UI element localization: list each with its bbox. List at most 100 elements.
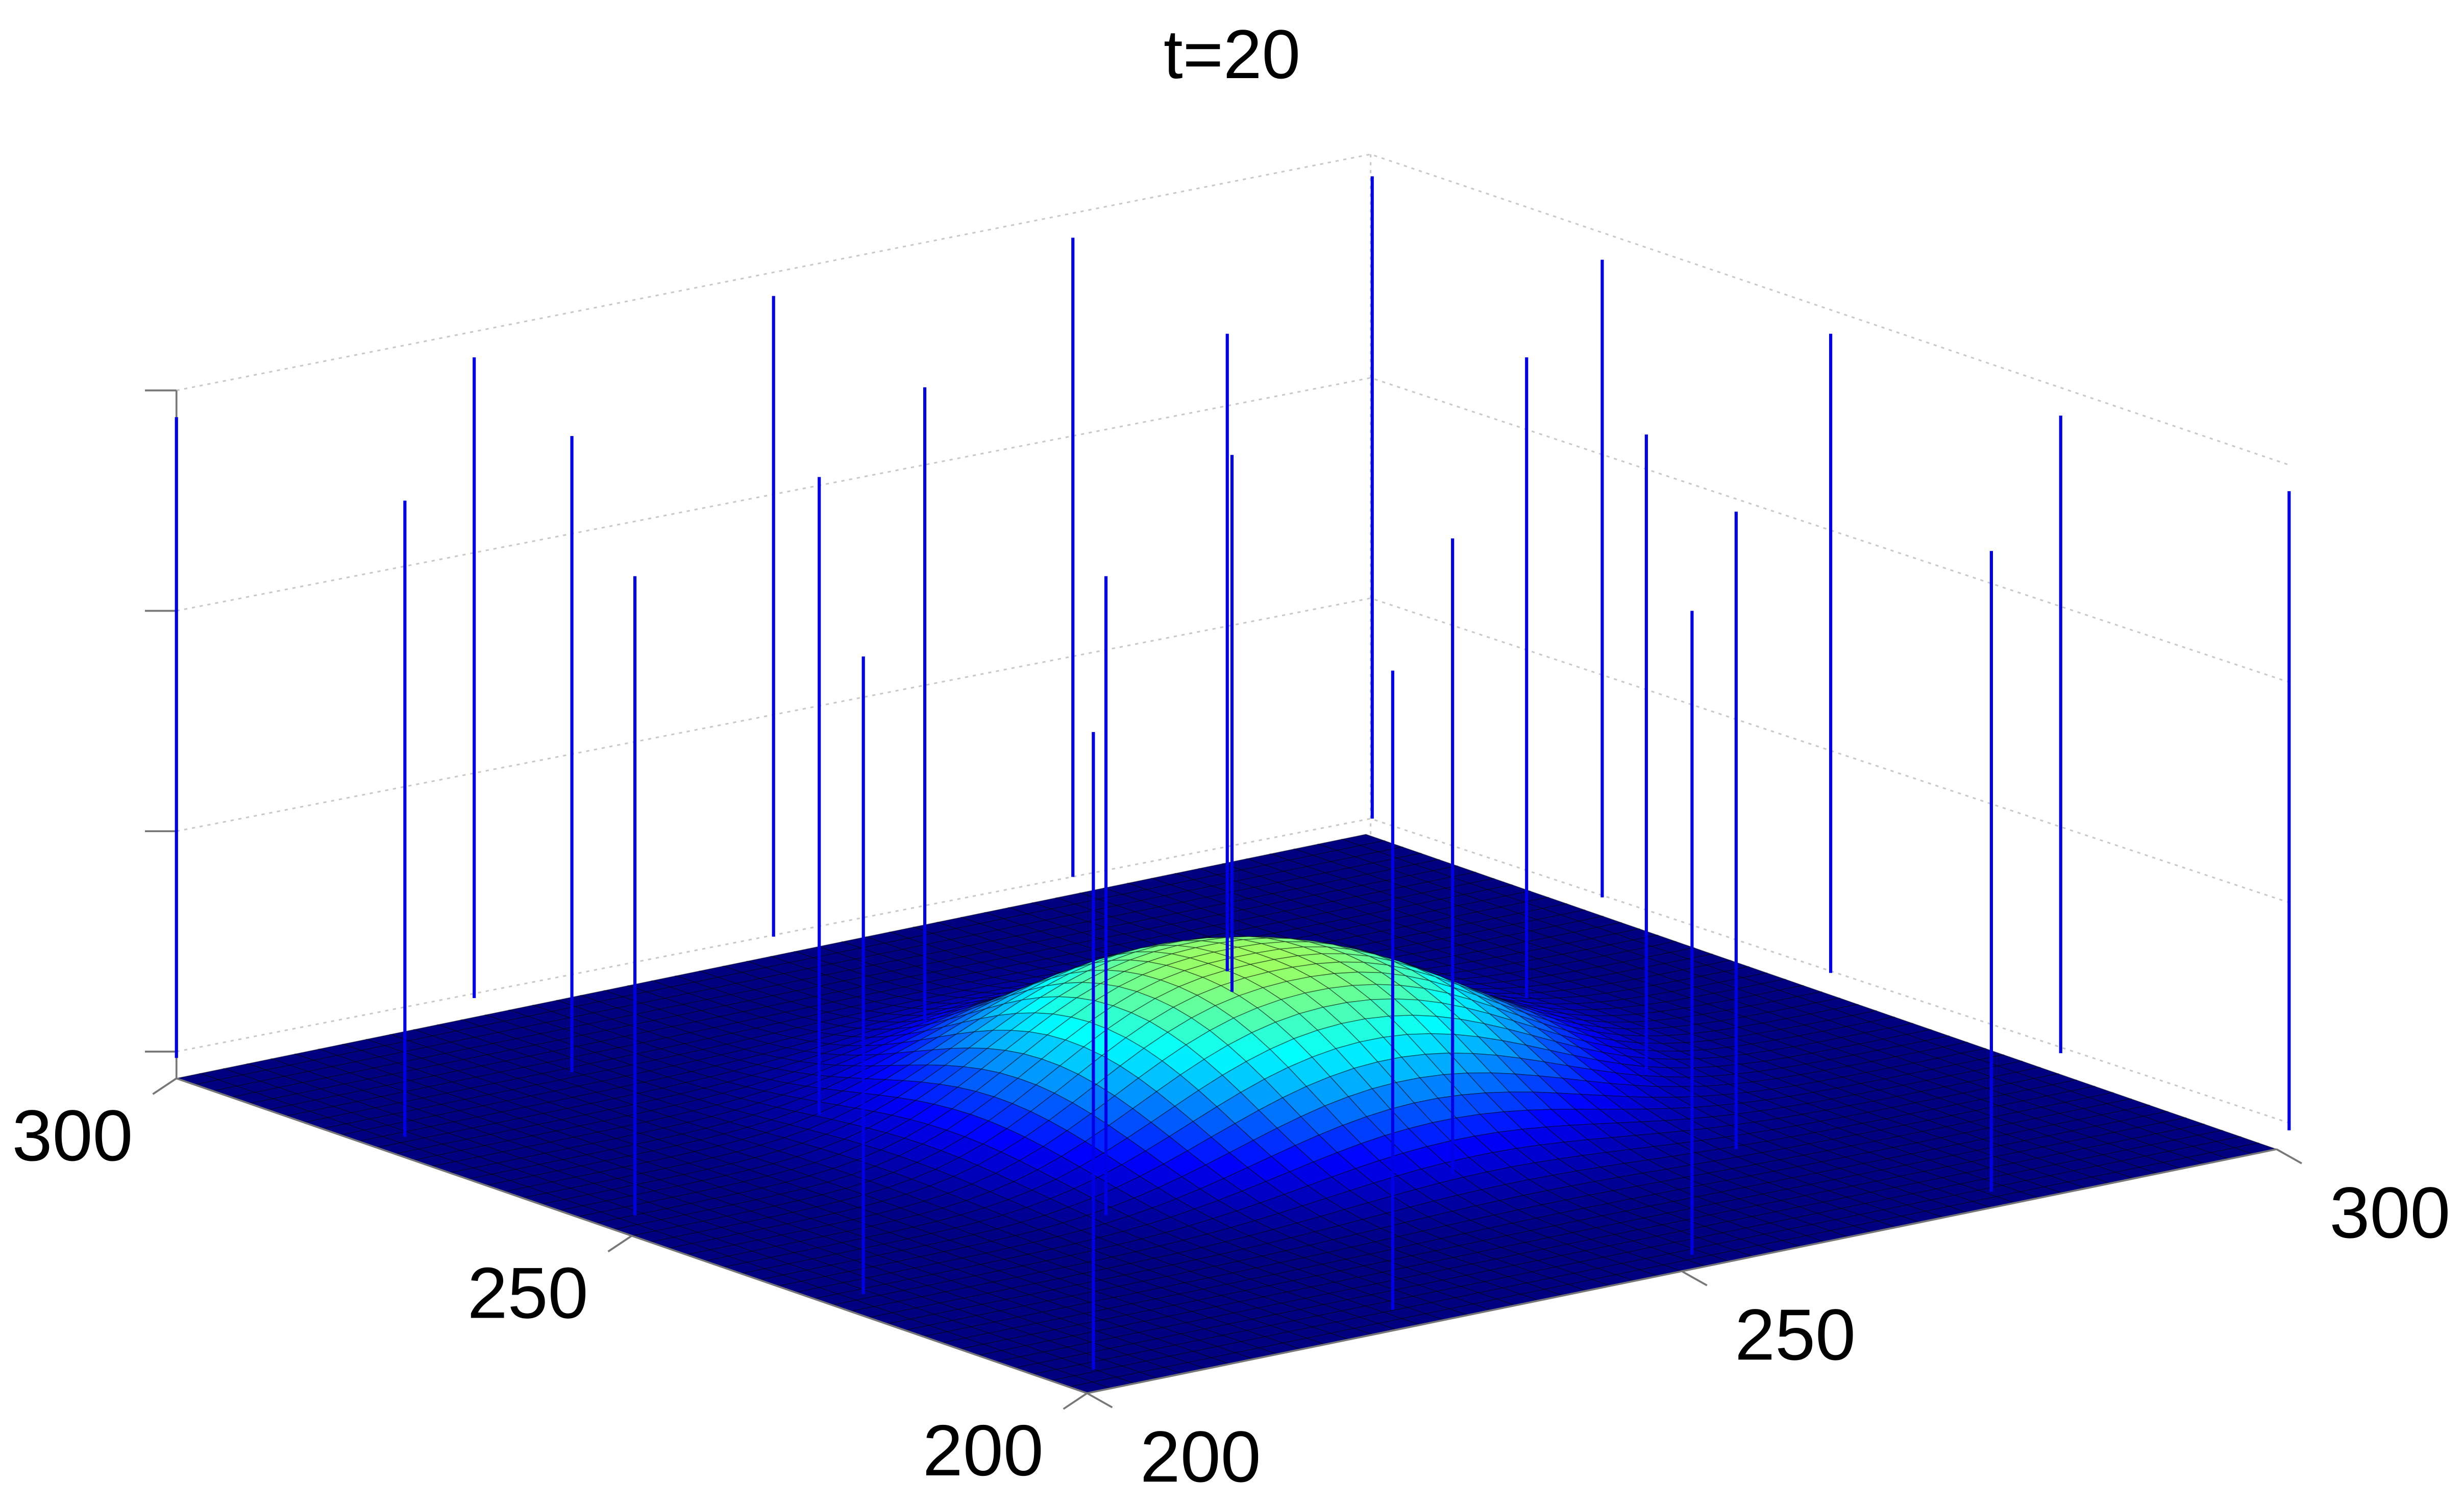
surface-cell xyxy=(1530,1266,1576,1279)
surface-cell xyxy=(654,1225,699,1238)
surface-cell xyxy=(390,1069,436,1081)
surface-cell xyxy=(1128,917,1173,930)
surface-cell xyxy=(920,1022,962,1041)
surface-cell xyxy=(1127,1207,1172,1225)
surface-cell xyxy=(1267,1280,1313,1293)
surface-cell xyxy=(1000,1345,1045,1357)
surface-cell xyxy=(1009,1012,1054,1032)
surface-cell xyxy=(1441,1275,1486,1287)
surface-cell xyxy=(674,970,720,983)
surface-cell xyxy=(500,1106,545,1119)
surface-cell xyxy=(277,1082,323,1095)
surface-cell xyxy=(1255,949,1298,960)
surface-cell xyxy=(2081,1103,2127,1115)
surface-cell xyxy=(596,1127,642,1139)
surface-cell xyxy=(319,1083,364,1096)
surface-cell xyxy=(774,1241,820,1253)
surface-cell xyxy=(1915,1137,1960,1150)
surface-cell xyxy=(1325,907,1371,919)
x-tick-label: 250 xyxy=(1735,1295,1856,1375)
surface-cell xyxy=(582,1070,628,1082)
surface-cell xyxy=(927,1320,973,1332)
surface-cell xyxy=(637,1087,682,1100)
surface-cell xyxy=(1499,902,1544,914)
surface-cell xyxy=(619,1081,664,1094)
surface-cell xyxy=(768,1071,812,1084)
surface-cell xyxy=(1356,1228,1400,1243)
surface-cell xyxy=(576,1081,622,1093)
surface-cell xyxy=(1253,1213,1298,1230)
surface-cell xyxy=(707,1204,752,1217)
surface-cell xyxy=(2016,1106,2061,1119)
surface-cell xyxy=(1353,851,1398,864)
surface-cell xyxy=(217,1074,262,1087)
surface-cell xyxy=(1680,1049,1722,1059)
surface-cell xyxy=(1317,1023,1361,1049)
surface-cell xyxy=(603,1155,649,1168)
surface-cell xyxy=(295,1088,340,1101)
surface-cell xyxy=(1079,887,1124,900)
surface-cell xyxy=(1411,1291,1457,1303)
surface-cell xyxy=(891,1307,936,1320)
surface-cell xyxy=(1022,1034,1067,1060)
surface-cell xyxy=(1599,1163,1644,1178)
surface-cell xyxy=(745,1257,791,1269)
surface-cell xyxy=(583,1109,629,1122)
surface-cell xyxy=(1009,1283,1055,1295)
surface-cell xyxy=(638,1127,684,1140)
surface-cell xyxy=(864,1232,909,1245)
surface-cell xyxy=(1962,1127,2008,1140)
surface-cell xyxy=(1925,1075,1970,1087)
surface-cell xyxy=(1480,1184,1525,1201)
surface-cell xyxy=(1933,1144,1979,1156)
surface-cell xyxy=(1335,845,1380,857)
surface-cell xyxy=(253,1087,299,1099)
surface-cell xyxy=(2027,1084,2073,1097)
surface-cell xyxy=(945,1326,991,1339)
surface-cell xyxy=(1063,1261,1108,1274)
surface-cell xyxy=(878,1080,923,1098)
surface-cell xyxy=(1618,1005,1661,1015)
surface-cell xyxy=(2024,1175,2069,1187)
surface-cell xyxy=(1851,1180,1896,1193)
surface-cell xyxy=(2154,1128,2200,1141)
surface-cell xyxy=(1192,1346,1237,1358)
surface-cell xyxy=(481,1100,527,1113)
surface-cell xyxy=(816,1025,858,1035)
surface-cell xyxy=(1990,1072,2036,1084)
surface-cell xyxy=(578,1121,624,1133)
surface-cell xyxy=(558,1074,604,1087)
surface-cell xyxy=(641,1037,686,1050)
surface-cell xyxy=(541,1108,587,1121)
surface-cell xyxy=(634,1009,679,1021)
surface-cell xyxy=(1147,1264,1192,1277)
surface-cell xyxy=(1584,944,1630,957)
surface-cell xyxy=(1634,1133,1679,1147)
surface-cell xyxy=(199,1068,244,1080)
surface-cell xyxy=(672,1232,718,1244)
surface-cell xyxy=(1464,929,1509,941)
surface-cell xyxy=(1632,1049,1675,1060)
surface-cell xyxy=(1610,1135,1655,1150)
surface-cell xyxy=(1639,1075,1682,1087)
surface-cell xyxy=(787,957,833,969)
surface-cell xyxy=(1926,1115,1972,1127)
surface-cell xyxy=(410,1115,455,1127)
surface-cell xyxy=(1624,1205,1669,1219)
surface-cell xyxy=(804,1224,849,1237)
surface-cell xyxy=(1079,1223,1125,1239)
surface-cell xyxy=(909,1104,953,1125)
surface-cell xyxy=(1973,1065,2017,1078)
surface-cell xyxy=(1112,1292,1157,1304)
surface-cell xyxy=(1130,1298,1175,1311)
surface-cell xyxy=(1470,1258,1516,1271)
surface-cell xyxy=(802,1181,848,1196)
surface-cell xyxy=(1459,1281,1505,1294)
surface-cell xyxy=(530,1130,576,1143)
surface-cell xyxy=(567,1143,612,1155)
surface-cell xyxy=(1285,1286,1331,1299)
surface-cell xyxy=(1150,873,1196,885)
surface-cell xyxy=(1084,1348,1129,1361)
surface-cell xyxy=(365,1034,410,1046)
